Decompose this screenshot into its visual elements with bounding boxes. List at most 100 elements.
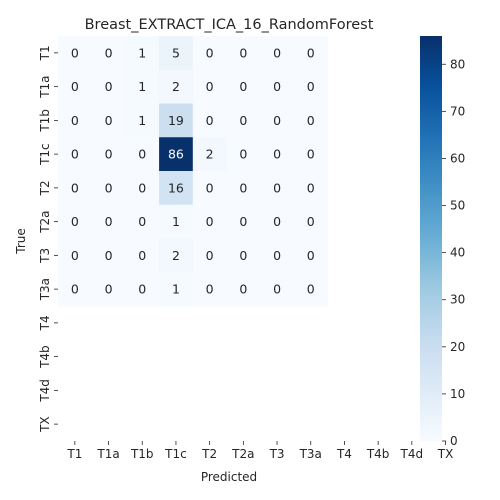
heatmap-cell	[226, 69, 261, 104]
heatmap-cell	[192, 171, 227, 206]
heatmap-cell	[192, 36, 227, 71]
heatmap-cell	[91, 69, 126, 104]
heatmap-cell	[260, 204, 295, 239]
cell-value-label: 0	[138, 180, 146, 195]
heatmap-cell	[293, 272, 328, 307]
heatmap-cell	[159, 69, 194, 104]
cell-value-label: 0	[105, 214, 113, 229]
colorbar-tick-label: 70	[450, 104, 465, 118]
x-tick-label: TX	[437, 447, 454, 461]
heatmap-cell	[226, 171, 261, 206]
heatmap-cell	[192, 137, 227, 172]
cell-value-label: 1	[172, 282, 180, 297]
cell-value-label: 0	[273, 45, 281, 60]
y-tick-label: T2	[38, 180, 52, 196]
cell-value-label: 0	[138, 282, 146, 297]
x-tick-label: T1b	[130, 447, 154, 461]
heatmap-cell	[58, 69, 93, 104]
heatmap-cell	[293, 103, 328, 138]
y-tick-label: T1b	[38, 109, 52, 133]
cell-value-label: 0	[71, 282, 79, 297]
heatmap-cell	[125, 204, 160, 239]
x-tick-label: T2	[201, 447, 217, 461]
heatmap-cell-labels: 0 0 1 5 0 0 0 0 0 0 1 2 0 0 0 0 0 0 1 19 0 0 0 0 0 0 0 86 2 0 0 0 0 0 0 16 0…	[71, 45, 315, 296]
cell-value-label: 0	[105, 180, 113, 195]
cell-value-label: 0	[273, 180, 281, 195]
y-tick-label: T4b	[38, 345, 52, 369]
heatmap-cell	[58, 204, 93, 239]
cell-value-label: 0	[138, 248, 146, 263]
x-tick-label: T4	[336, 447, 352, 461]
heatmap-cell	[159, 272, 194, 307]
heatmap-cell	[260, 238, 295, 273]
cell-value-label: 0	[307, 45, 315, 60]
heatmap-cell	[192, 103, 227, 138]
heatmap-cell	[58, 272, 93, 307]
x-tick-label: T1	[66, 447, 82, 461]
cell-value-label: 0	[239, 113, 247, 128]
cell-value-label: 1	[138, 113, 146, 128]
heatmap-cell	[91, 36, 126, 71]
x-tick-label: T2a	[231, 447, 254, 461]
colorbar-ticks: 0 10 20 30 40 50 60 70 80	[442, 57, 465, 448]
cell-value-label: 0	[273, 113, 281, 128]
cell-value-label: 86	[168, 147, 184, 162]
cell-value-label: 0	[307, 282, 315, 297]
cell-value-label: 0	[206, 214, 214, 229]
cell-value-label: 16	[168, 180, 184, 195]
chart-title: Breast_EXTRACT_ICA_16_RandomForest	[85, 17, 374, 33]
cell-value-label: 0	[71, 113, 79, 128]
heatmap-cell	[260, 69, 295, 104]
y-tick-label: T1a	[38, 75, 52, 98]
heatmap-cell	[226, 204, 261, 239]
heatmap-cell	[58, 171, 93, 206]
heatmap-cell	[125, 238, 160, 273]
heatmap-cell	[125, 137, 160, 172]
cell-value-label: 0	[307, 79, 315, 94]
cell-value-label: 0	[273, 147, 281, 162]
cell-value-label: 19	[168, 113, 184, 128]
y-tick-label: T4d	[38, 379, 52, 403]
heatmap-cell	[159, 103, 194, 138]
cell-value-label: 0	[239, 214, 247, 229]
heatmap-cell	[260, 103, 295, 138]
y-tick-label: T1c	[38, 143, 52, 166]
cell-value-label: 0	[206, 45, 214, 60]
cell-value-label: 0	[239, 180, 247, 195]
cell-value-label: 0	[206, 282, 214, 297]
y-tick-label: T3a	[38, 278, 52, 301]
cell-value-label: 0	[307, 180, 315, 195]
heatmap-cell	[260, 272, 295, 307]
y-tick-label: T4	[38, 315, 52, 331]
heatmap-cells	[58, 36, 328, 307]
cell-value-label: 0	[105, 79, 113, 94]
cell-value-label: 0	[206, 180, 214, 195]
cell-value-label: 0	[239, 282, 247, 297]
heatmap-cell	[192, 69, 227, 104]
cell-value-label: 2	[172, 79, 180, 94]
heatmap-cell	[125, 69, 160, 104]
heatmap-cell	[58, 238, 93, 273]
heatmap-cell	[293, 171, 328, 206]
cell-value-label: 0	[239, 45, 247, 60]
heatmap-cell	[226, 103, 261, 138]
cell-value-label: 0	[239, 79, 247, 94]
heatmap-cell	[293, 204, 328, 239]
colorbar-tick-label: 80	[450, 57, 465, 71]
x-tick-label: T1c	[164, 447, 187, 461]
cell-value-label: 0	[105, 113, 113, 128]
cell-value-label: 0	[71, 45, 79, 60]
cell-value-label: 0	[105, 45, 113, 60]
colorbar-tick-label: 40	[450, 246, 465, 260]
colorbar-tick-label: 20	[450, 340, 465, 354]
heatmap-cell	[192, 272, 227, 307]
colorbar	[420, 36, 442, 441]
x-axis-ticks: T1 T1a T1b T1c T2 T2a T3 T3a T4 T4b T4d TX	[66, 441, 453, 461]
cell-value-label: 0	[71, 147, 79, 162]
cell-value-label: 0	[71, 248, 79, 263]
cell-value-label: 0	[105, 147, 113, 162]
heatmap-cell	[58, 103, 93, 138]
cell-value-label: 0	[273, 282, 281, 297]
heatmap-cell	[226, 36, 261, 71]
